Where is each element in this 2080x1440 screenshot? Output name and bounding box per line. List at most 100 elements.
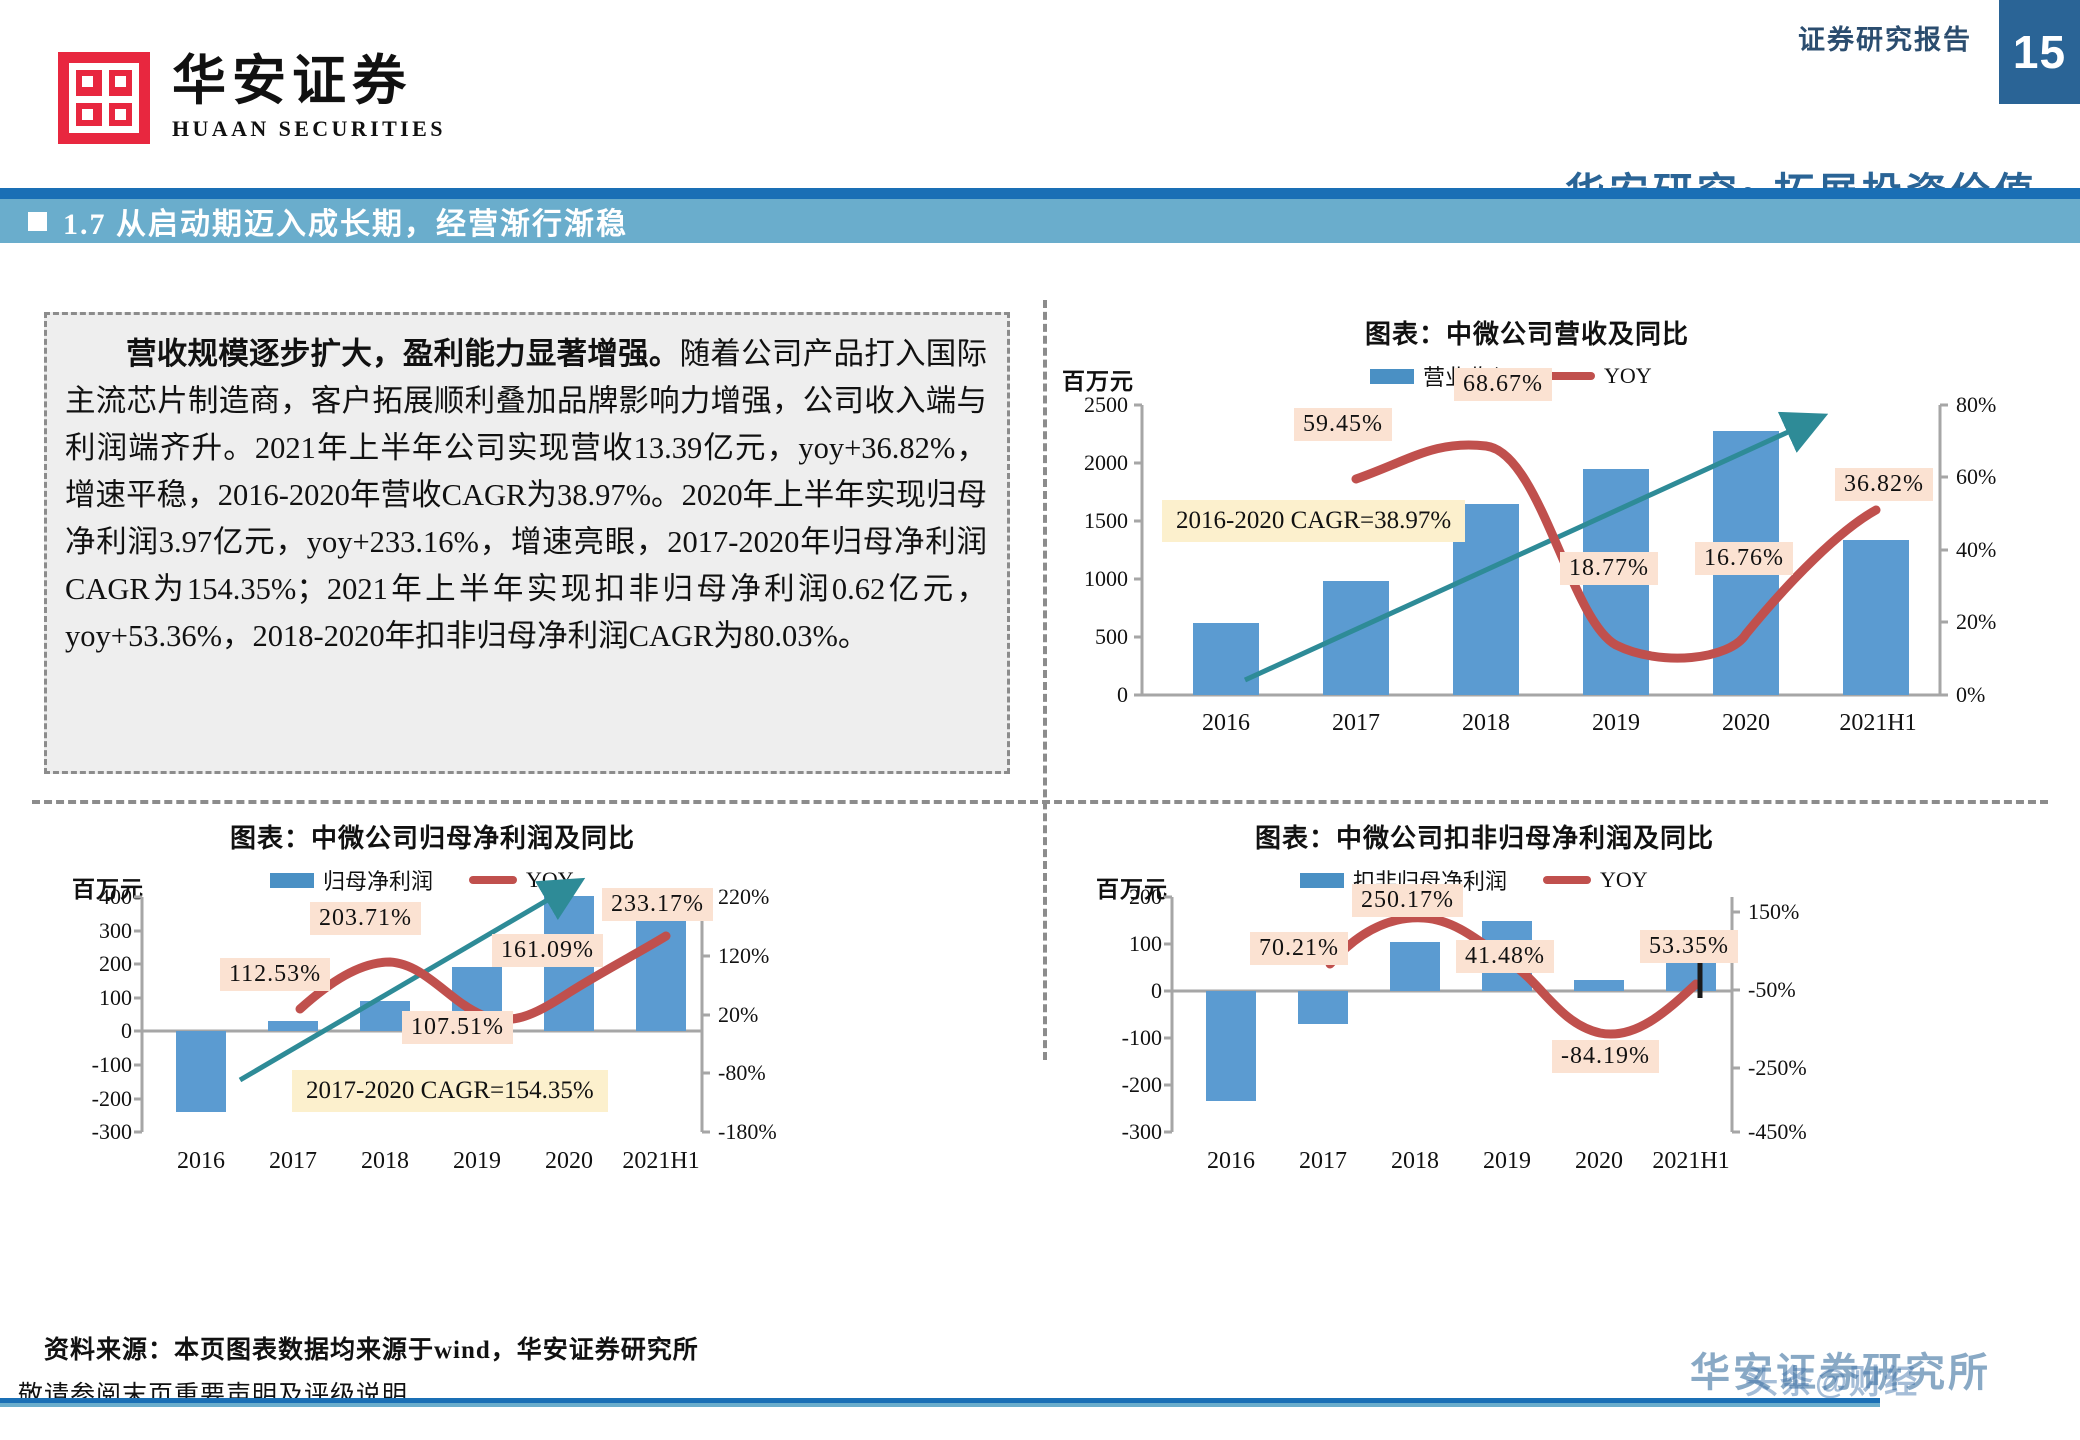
legend-bar-swatch — [270, 872, 314, 888]
chart-net-profit-unit: 百万元 — [72, 877, 144, 902]
chart-non-gaap-ytick-0: -300 — [1121, 1119, 1162, 1144]
logo-text-en: HUAAN SECURITIES — [172, 116, 446, 141]
chart-non-gaap-y2tick-3: 150% — [1748, 899, 1800, 924]
chart-revenue-xlabel-0: 2016 — [1202, 710, 1250, 736]
chart-revenue-title: 图表：中微公司营收及同比 — [1365, 320, 1690, 349]
chart-revenue-cagr-annotation: 2016-2020 CAGR=38.97% — [1162, 500, 1466, 542]
square-bullet-icon — [28, 211, 47, 231]
chart-non-gaap-xlabel-4: 2020 — [1575, 1148, 1623, 1174]
chart-revenue-xlabel-3: 2019 — [1592, 710, 1640, 736]
summary-body: 随着公司产品打入国际主流芯片制造商，客户拓展顺利叠加品牌影响力增强，公司收入端与… — [65, 337, 988, 653]
chart-net-profit-y2tick-2: 20% — [718, 1002, 759, 1027]
chart-revenue-y2tick-2: 40% — [1956, 537, 1997, 562]
chart-net-profit-ytick-4: 100 — [99, 985, 132, 1010]
chart-non-gaap-datalabel-2: 250.17% — [1352, 884, 1463, 917]
page-number-badge: 15 — [1999, 0, 2080, 104]
chart-net-profit-datalabel-3: 107.51% — [402, 1011, 513, 1044]
chart-non-gaap-ytick-5: 200 — [1129, 884, 1162, 909]
title-band-accent — [0, 188, 2080, 199]
chart-net-profit: 图表：中微公司归母净利润及同比 百万元 归母净利润 YOY — [30, 812, 1030, 1312]
legend-label-line: YOY — [1604, 363, 1652, 388]
legend-bar-swatch — [1370, 368, 1414, 384]
chart-non-gaap-profit: 图表：中微公司扣非归母净利润及同比 百万元 扣非归母净利润 YOY — [1060, 812, 2060, 1312]
chart-revenue-ytick-2: 1000 — [1084, 566, 1128, 591]
source-note: 资料来源：本页图表数据均来源于wind，华安证券研究所 — [44, 1337, 699, 1364]
section-title: 1.7 从启动期迈入成长期，经营渐行渐稳 — [63, 208, 628, 241]
company-logo: 华安证券 HUAAN SECURITIES — [58, 52, 446, 144]
chart-non-gaap-datalabel-5: 53.35% — [1640, 930, 1738, 963]
chart-non-gaap-xlabel-1: 2017 — [1299, 1148, 1347, 1174]
chart-net-profit-title: 图表：中微公司归母净利润及同比 — [230, 824, 636, 853]
chart-net-profit-cagr-annotation: 2017-2020 CAGR=154.35% — [292, 1070, 608, 1112]
chart-net-profit-xlabel-4: 2020 — [545, 1148, 593, 1174]
chart-non-gaap-xlabel-5: 2021H1 — [1652, 1148, 1730, 1174]
chart-net-profit-ytick-5: 200 — [99, 951, 132, 976]
chart-net-profit-y2tick-0: -180% — [718, 1119, 777, 1144]
chart-net-profit-datalabel-4: 161.09% — [492, 934, 603, 967]
chart-net-profit-ytick-2: -100 — [91, 1052, 132, 1077]
chart-revenue-ytick-5: 2500 — [1084, 392, 1128, 417]
huaan-logo-icon — [58, 52, 150, 144]
chart-revenue-datalabel-4: 16.76% — [1695, 542, 1793, 575]
chart-net-profit-ytick-6: 300 — [99, 918, 132, 943]
chart-revenue-ytick-4: 2000 — [1084, 450, 1128, 475]
chart-revenue-xlabel-4: 2020 — [1722, 710, 1770, 736]
chart-net-profit-xlabel-1: 2017 — [269, 1148, 317, 1174]
summary-textbox: 营收规模逐步扩大，盈利能力显著增强。随着公司产品打入国际主流芯片制造商，客户拓展… — [44, 312, 1010, 774]
chart-revenue-datalabel-1: 59.45% — [1294, 408, 1392, 441]
chart-non-gaap-datalabel-4: -84.19% — [1552, 1040, 1659, 1073]
chart-revenue-xlabel-1: 2017 — [1332, 710, 1380, 736]
chart-non-gaap-datalabel-3: 41.48% — [1456, 940, 1554, 973]
chart-revenue-y2tick-1: 20% — [1956, 609, 1997, 634]
legend-bar-swatch — [1300, 872, 1344, 888]
chart-net-profit-xlabel-3: 2019 — [453, 1148, 501, 1174]
chart-non-gaap-xlabel-3: 2019 — [1483, 1148, 1531, 1174]
chart-revenue: 图表：中微公司营收及同比 百万元 营业收入 YOY — [1050, 300, 2060, 790]
chart-net-profit-y2tick-3: 120% — [718, 943, 770, 968]
legend-label-line: YOY — [1600, 867, 1648, 892]
chart-revenue-datalabel-5: 36.82% — [1835, 468, 1933, 501]
chart-non-gaap-ytick-4: 100 — [1129, 931, 1162, 956]
summary-lead: 营收规模逐步扩大，盈利能力显著增强。 — [126, 337, 680, 371]
page-number: 15 — [2012, 26, 2067, 78]
chart-net-profit-xlabel-2: 2018 — [361, 1148, 409, 1174]
chart-revenue-y2tick-4: 80% — [1956, 392, 1997, 417]
chart-revenue-xlabel-2: 2018 — [1462, 710, 1510, 736]
watermark-secondary: 头条@财经 — [1745, 1363, 1920, 1400]
chart-revenue-ytick-0: 0 — [1117, 682, 1128, 707]
chart-net-profit-y2tick-1: -80% — [718, 1060, 766, 1085]
chart-revenue-datalabel-2: 68.67% — [1454, 368, 1552, 401]
chart-non-gaap-xlabel-2: 2018 — [1391, 1148, 1439, 1174]
chart-net-profit-ytick-7: 400 — [99, 884, 132, 909]
legend-label-bar: 归母净利润 — [323, 869, 434, 894]
chart-revenue-y2tick-0: 0% — [1956, 682, 1986, 707]
legend-line-swatch — [1543, 876, 1592, 884]
chart-non-gaap-ytick-1: -200 — [1121, 1072, 1162, 1097]
horizontal-divider — [32, 800, 2048, 804]
chart-non-gaap-datalabel-1: 70.21% — [1250, 932, 1348, 965]
chart-non-gaap-ytick-3: 0 — [1151, 978, 1162, 1003]
chart-non-gaap-title: 图表：中微公司扣非归母净利润及同比 — [1255, 824, 1715, 853]
chart-revenue-unit: 百万元 — [1062, 369, 1134, 394]
footer-rule — [0, 1398, 1880, 1403]
chart-net-profit-y2tick-4: 220% — [718, 884, 770, 909]
chart-net-profit-canvas — [134, 877, 710, 1134]
chart-net-profit-xlabel-0: 2016 — [177, 1148, 225, 1174]
chart-revenue-datalabel-3: 18.77% — [1560, 552, 1658, 585]
chart-non-gaap-canvas — [1164, 895, 1740, 1134]
chart-non-gaap-xlabel-0: 2016 — [1207, 1148, 1255, 1174]
footer-rule-secondary — [0, 1403, 1880, 1407]
chart-non-gaap-ytick-2: -100 — [1121, 1025, 1162, 1050]
legend-line-swatch — [469, 876, 518, 884]
chart-net-profit-ytick-3: 0 — [121, 1018, 132, 1043]
watermark-primary: 华安证券研究所 — [1690, 1351, 1991, 1395]
report-label: 证券研究报告 — [1798, 25, 1972, 55]
chart-revenue-ytick-3: 1500 — [1084, 508, 1128, 533]
legend-line-swatch — [1547, 372, 1596, 380]
chart-net-profit-datalabel-1: 112.53% — [220, 958, 331, 991]
chart-non-gaap-y2tick-1: -250% — [1748, 1055, 1807, 1080]
chart-net-profit-ytick-0: -300 — [91, 1119, 132, 1144]
section-title-bar: 1.7 从启动期迈入成长期，经营渐行渐稳 — [0, 199, 2080, 243]
chart-revenue-xlabel-5: 2021H1 — [1839, 710, 1917, 736]
